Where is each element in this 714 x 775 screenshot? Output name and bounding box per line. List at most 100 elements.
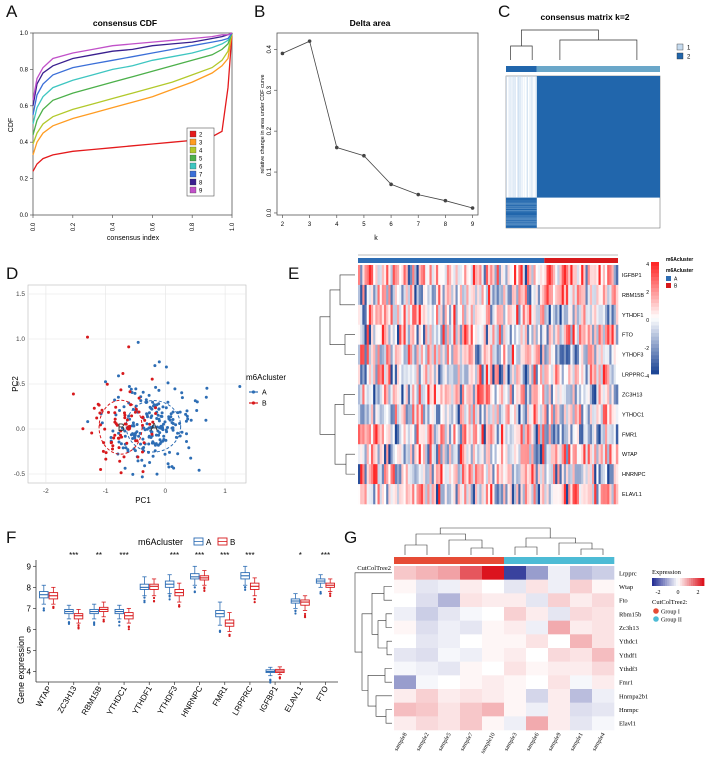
panel-a-legend-swatch — [189, 154, 197, 162]
panel-e-cell — [418, 265, 422, 286]
panel-e-cell — [570, 404, 573, 425]
panel-e-cell — [585, 324, 588, 345]
panel-e-cell — [589, 364, 593, 385]
panel-f-outlier-B — [77, 624, 80, 627]
panel-e-cell — [444, 344, 448, 365]
panel-e-cell — [568, 444, 571, 465]
panel-e-cell — [388, 424, 391, 445]
panel-d-point-A — [142, 446, 146, 449]
panel-g-dendrogram-branch — [361, 613, 372, 691]
panel-d-point-A — [109, 436, 113, 439]
panel-g-annotation-cell — [460, 557, 483, 564]
panel-a-legend-swatch — [189, 162, 197, 170]
panel-e-cell — [371, 364, 374, 385]
panel-e-cell — [613, 484, 617, 505]
panel-d-point-A — [129, 387, 133, 391]
panel-e-cell — [453, 404, 456, 425]
panel-e-cell — [531, 324, 534, 345]
panel-e-color-scale-step — [651, 351, 659, 356]
panel-e-cell — [420, 464, 424, 485]
panel-e-cell — [375, 284, 378, 306]
panel-e-cell — [407, 324, 411, 345]
panel-e-cell — [371, 265, 374, 286]
panel-e-cell — [592, 284, 595, 306]
panel-e-cell — [501, 404, 504, 425]
panel-d-point-B — [103, 427, 107, 431]
panel-g-cell — [438, 661, 461, 676]
panel-e-cell — [379, 304, 383, 326]
panel-e-cell — [373, 364, 376, 385]
panel-e-cell — [381, 484, 385, 505]
panel-e-cell — [605, 464, 608, 485]
panel-e-cell — [379, 484, 383, 505]
panel-e-cell — [427, 444, 430, 465]
panel-e-cell — [490, 384, 493, 405]
panel-e-cell — [555, 484, 558, 505]
panel-e-cell — [589, 324, 593, 345]
panel-e-cell — [574, 364, 578, 385]
panel-g-legend-step — [691, 578, 694, 586]
panel-e-cell — [464, 384, 467, 405]
panel-d-point-B — [86, 335, 89, 339]
panel-e-cell — [384, 364, 387, 385]
panel-e-cell — [464, 324, 467, 345]
panel-e-cell — [453, 265, 456, 286]
panel-e-cell — [479, 424, 482, 445]
panel-e-cell — [390, 384, 393, 405]
panel-e-cell — [399, 404, 402, 425]
panel-a-xlabel: consensus index — [107, 235, 160, 242]
panel-e-cell — [524, 464, 528, 485]
panel-e-row-label: YTHDC1 — [622, 412, 644, 418]
panel-e-cell — [600, 404, 604, 425]
panel-e-cell — [559, 304, 562, 326]
panel-b-title: Delta area — [350, 18, 391, 28]
panel-e-cell — [418, 304, 422, 326]
panel-e-cell — [483, 344, 487, 365]
panel-e-cell — [598, 424, 601, 445]
panel-e-cell — [507, 344, 510, 365]
panel-e-cell — [511, 265, 515, 286]
panel-e-cell — [516, 344, 519, 365]
panel-g-legend-step — [671, 578, 675, 586]
panel-e-cell — [420, 404, 424, 425]
panel-g-cell — [548, 648, 571, 662]
panel-d-point-A — [180, 430, 184, 434]
panel-e-cell — [455, 304, 458, 326]
panel-letter-d: D — [6, 264, 18, 283]
panel-e-cell — [503, 364, 506, 385]
panel-e-cell — [399, 444, 402, 465]
panel-g-legend-step — [665, 578, 668, 586]
panel-d-point-A — [161, 405, 165, 409]
panel-g-dendrogram-branch — [580, 548, 604, 555]
panel-e-cell — [429, 444, 432, 465]
panel-b-y-tick-label: 0.0 — [267, 208, 273, 217]
panel-e-cell — [470, 324, 474, 345]
panel-f-legend-label: A — [206, 538, 212, 547]
panel-e-cell — [472, 304, 476, 326]
panel-e-cell — [602, 424, 606, 445]
panel-e-cell — [407, 464, 411, 485]
panel-g-cell — [526, 702, 549, 717]
panel-e-cell — [468, 265, 471, 286]
panel-e-cell — [596, 304, 599, 326]
panel-e-cell — [544, 404, 547, 425]
panel-e-cell — [561, 424, 565, 445]
panel-g-cell — [548, 593, 571, 608]
panel-e-cell — [392, 404, 396, 425]
panel-e-cell — [394, 384, 398, 405]
panel-e-cell — [568, 284, 571, 306]
panel-e-cell — [531, 484, 534, 505]
panel-g-cell — [460, 675, 483, 690]
panel-g-group-label: Group I — [661, 610, 680, 616]
panel-e-cell — [436, 404, 439, 425]
panel-e-cell — [449, 344, 452, 365]
panel-e-cell — [420, 344, 424, 365]
panel-e-cell — [585, 304, 588, 326]
panel-g-cell — [526, 716, 549, 731]
panel-e-cell — [596, 324, 599, 345]
panel-d-point-B — [151, 420, 155, 424]
panel-e-cell — [462, 404, 465, 425]
panel-e-cell — [594, 324, 597, 345]
panel-e-cell — [518, 344, 521, 365]
panel-e-cell — [420, 484, 424, 505]
